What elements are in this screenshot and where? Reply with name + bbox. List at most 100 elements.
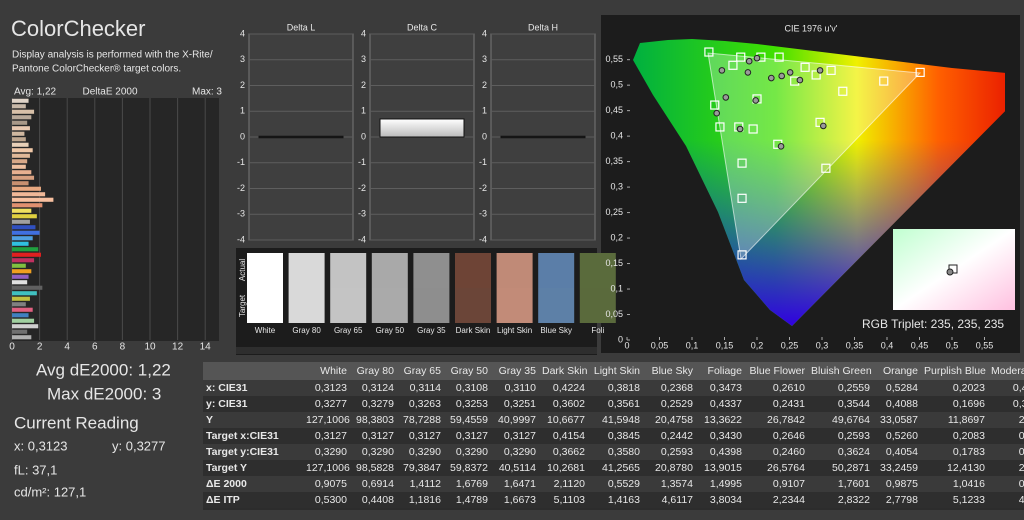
actual-point [744,69,752,76]
y-tick-label: -2 [237,183,245,193]
y-tick-label: -1 [237,157,245,167]
swatch-label: Gray 50 [376,326,405,335]
swatch-actual [247,253,283,288]
swatch-actual [371,253,408,288]
target-point [704,47,714,57]
target-point [915,67,925,78]
table-cell: 0,4337 [709,398,742,410]
table-cell: 0,4408 [361,494,394,506]
swatch-actual [413,253,450,288]
table-cell: 26,5764 [767,462,805,474]
table-cell: 0,3127 [503,430,536,442]
table-cell: 0,3123 [314,382,347,394]
bar [12,142,29,147]
swatch-label: Gray 80 [292,326,321,335]
reading-x: x: 0,3123 [14,438,68,453]
actual-point [718,67,726,74]
table-cell: 127,1006 [306,462,350,474]
deltae-header [10,88,224,96]
max-de: Max dE2000: 3 [47,384,161,403]
actual-point [816,67,824,74]
y-tick-label: 0,3 [610,181,623,191]
table-cell: 0,9875 [885,478,918,490]
bar [12,153,30,158]
swatch-target [538,288,575,323]
table-row: Target Y 127,1006 98,5828 79,3847 59,8372 40,… [203,460,1024,476]
y-tick-label: -4 [358,234,366,244]
column-header: Bluish Green [808,362,873,380]
table-cell: 33,2459 [880,462,918,474]
bar [12,241,29,246]
table-cell: 0,3263 [408,398,441,410]
table-cell: 0,1783 [952,446,985,458]
column-header: Gray 65 [397,362,444,380]
row-label: Target y:CIE31 [206,446,279,458]
table-cell: 1,6673 [503,494,536,506]
x-tick-label: 0,3 [816,340,829,350]
x-tick-label: 14 [200,342,212,353]
row-label: x: CIE31 [206,382,248,394]
x-tick-label: 10 [144,342,156,353]
target-point [811,70,821,80]
table-cell: 0,3290 [455,446,488,458]
table-cell: 20,27 [1018,414,1024,426]
swatch-target [413,288,450,323]
column-header: Gray 80 [350,362,397,380]
swatch-label: Foli [591,326,604,335]
y-tick-label: 4 [482,28,487,38]
actual-point [722,94,730,101]
table-cell: 0,4154 [552,430,585,442]
x-tick-label: 0,05 [651,340,669,350]
target-point [737,250,747,260]
rgb-triplet: RGB Triplet: 235, 235, 235 [862,317,1004,331]
reading-y: y: 0,3277 [112,438,166,453]
table-cell: 0,3290 [503,446,536,458]
table-cell: 13,3622 [704,414,742,426]
x-tick-label: 0,35 [846,340,864,350]
table-cell: 0,3662 [552,446,585,458]
actual-point [752,97,760,104]
bar [12,335,32,340]
bar [12,252,41,257]
table-cell: 0,3096 [1012,398,1024,410]
table-row: Y 127,1006 98,3803 78,7288 59,4559 40,9997 10,… [203,412,1024,428]
target-point [715,122,725,132]
swatch-label: Blue Sky [540,326,572,335]
y-tick-label: -1 [479,157,487,167]
bar [12,181,29,186]
avg-de: Avg dE2000: 1,22 [36,360,171,379]
actual-point [745,57,753,65]
table-cell: 0,2646 [772,430,805,442]
bar [12,291,37,296]
table-cell: 0,3251 [503,398,536,410]
table-cell: 0,4054 [885,446,918,458]
table-cell: 2,8322 [837,494,870,506]
bar [12,269,32,274]
target-point [826,65,836,75]
row-label: y: CIE31 [206,398,248,410]
bar [12,236,33,241]
row-label: Target x:CIE31 [206,430,279,442]
bar [12,230,40,235]
inset-actual [946,268,954,276]
table-cell: 1,3574 [660,478,693,490]
table-cell: 0,5284 [885,382,918,394]
table-cell: 41,2565 [602,462,640,474]
table-cell: 0,3277 [314,398,347,410]
swatch-label: Gray 35 [417,326,446,335]
y-tick-label: 1 [240,106,245,116]
y-tick-label: -3 [237,209,245,219]
bar [12,247,39,252]
swatch-target [579,288,616,323]
actual-label: Actual [238,259,247,281]
table-cell: 0,6914 [361,478,394,490]
chart-title: Delta C [407,22,438,32]
table-cell: 4,489 [1018,494,1024,506]
y-tick-label: 2 [482,80,487,90]
x-tick-label: 0 [624,340,629,350]
bar [12,175,35,180]
table-cell: 1,4789 [455,494,488,506]
table-row: ΔE 2000 0,9075 0,6914 1,4112 1,6769 1,6471 2,1… [203,476,1024,492]
table-cell: 2,7798 [885,494,918,506]
bar [12,329,28,334]
